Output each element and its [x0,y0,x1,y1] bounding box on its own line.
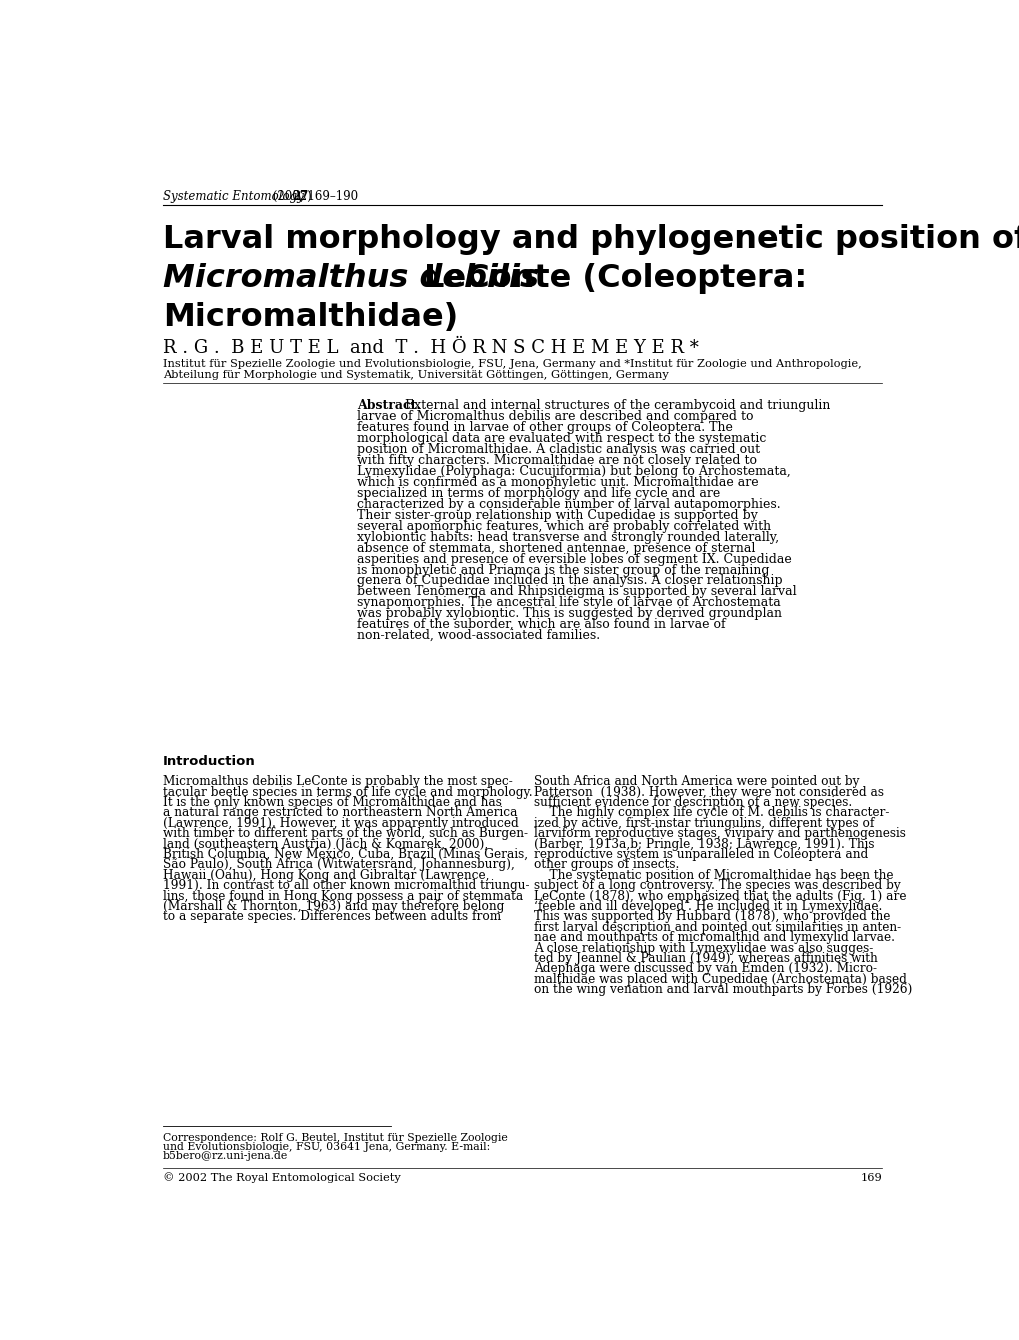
Text: genera of Cupedidae included in the analysis. A closer relationship: genera of Cupedidae included in the anal… [357,575,782,587]
Text: Larval morphology and phylogenetic position of: Larval morphology and phylogenetic posit… [163,224,1019,255]
Text: Hawaii (Oahu), Hong Kong and Gibraltar (Lawrence,: Hawaii (Oahu), Hong Kong and Gibraltar (… [163,868,489,882]
Text: It is the only known species of Micromalthidae and has: It is the only known species of Micromal… [163,796,501,809]
Text: which is confirmed as a monophyletic unit. Micromalthidae are: which is confirmed as a monophyletic uni… [357,476,758,489]
Text: © 2002 The Royal Entomological Society: © 2002 The Royal Entomological Society [163,1172,400,1183]
Text: features of the suborder, which are also found in larvae of: features of the suborder, which are also… [357,618,725,631]
Text: is monophyletic and Priamca is the sister group of the remaining: is monophyletic and Priamca is the siste… [357,564,768,576]
Text: 1991). In contrast to all other known micromalthid triungu-: 1991). In contrast to all other known mi… [163,879,529,892]
Text: land (southeastern Austria) (Jäch & Komarek, 2000),: land (southeastern Austria) (Jäch & Koma… [163,838,488,851]
Text: with timber to different parts of the world, such as Burgen-: with timber to different parts of the wo… [163,827,528,840]
Text: non-related, wood-associated families.: non-related, wood-associated families. [357,628,599,642]
Text: position of Micromalthidae. A cladistic analysis was carried out: position of Micromalthidae. A cladistic … [357,444,759,456]
Text: Micromalthidae): Micromalthidae) [163,303,458,334]
Text: A close relationship with Lymexylidae was also sugges-: A close relationship with Lymexylidae wa… [534,942,872,954]
Text: External and internal structures of the cerambycoid and triungulin: External and internal structures of the … [405,399,829,413]
Text: The systematic position of Micromalthidae has been the: The systematic position of Micromalthida… [534,868,893,882]
Text: larviform reproductive stages, vivipary and parthenogenesis: larviform reproductive stages, vivipary … [534,827,905,840]
Text: with fifty characters. Micromalthidae are not closely related to: with fifty characters. Micromalthidae ar… [357,454,756,468]
Text: Correspondence: Rolf G. Beutel, Institut für Spezielle Zoologie: Correspondence: Rolf G. Beutel, Institut… [163,1134,507,1143]
Text: larvae of Micromalthus debilis are described and compared to: larvae of Micromalthus debilis are descr… [357,410,753,423]
Text: other groups of insects.: other groups of insects. [534,859,679,871]
Text: (Lawrence, 1991). However, it was apparently introduced: (Lawrence, 1991). However, it was appare… [163,817,519,829]
Text: features found in larvae of other groups of Coleoptera. The: features found in larvae of other groups… [357,421,732,434]
Text: morphological data are evaluated with respect to the systematic: morphological data are evaluated with re… [357,433,765,445]
Text: Micromalthus debilis: Micromalthus debilis [163,263,539,295]
Text: ted by Jeannel & Paulian (1949), whereas affinities with: ted by Jeannel & Paulian (1949), whereas… [534,951,877,965]
Text: to a separate species. Differences between adults from: to a separate species. Differences betwe… [163,910,501,923]
Text: reproductive system is unparalleled in Coleoptera and: reproductive system is unparalleled in C… [534,848,868,862]
Text: This was supported by Hubbard (1878), who provided the: This was supported by Hubbard (1878), wh… [534,910,890,923]
Text: Lymexylidae (Polyphaga: Cucujiformia) but belong to Archostemata,: Lymexylidae (Polyphaga: Cucujiformia) bu… [357,465,790,478]
Text: , 169–190: , 169–190 [300,190,358,204]
Text: absence of stemmata, shortened antennae, presence of sternal: absence of stemmata, shortened antennae,… [357,541,754,555]
Text: subject of a long controversy. The species was described by: subject of a long controversy. The speci… [534,879,900,892]
Text: British Columbia, New Mexico, Cuba, Brazil (Minas Gerais,: British Columbia, New Mexico, Cuba, Braz… [163,848,528,862]
Text: 169: 169 [860,1172,881,1183]
Text: xylobiontic habits: head transverse and strongly rounded laterally,: xylobiontic habits: head transverse and … [357,531,779,544]
Text: first larval description and pointed out similarities in anten-: first larval description and pointed out… [534,921,901,934]
Text: ized by active, first-instar triungulins, different types of: ized by active, first-instar triungulins… [534,817,874,829]
Text: between Tenomerga and Rhipsideigma is supported by several larval: between Tenomerga and Rhipsideigma is su… [357,586,796,599]
Text: The highly complex life cycle of M. debilis is character-: The highly complex life cycle of M. debi… [534,807,889,820]
Text: on the wing venation and larval mouthparts by Forbes (1926): on the wing venation and larval mouthpar… [534,984,912,996]
Text: characterized by a considerable number of larval autapomorphies.: characterized by a considerable number o… [357,498,780,511]
Text: sufficient evidence for description of a new species.: sufficient evidence for description of a… [534,796,852,809]
Text: South Africa and North America were pointed out by: South Africa and North America were poin… [534,776,859,788]
Text: R . G .  B E U T E L  and  T .  H Ö R N S C H E M E Y E R *: R . G . B E U T E L and T . H Ö R N S C … [163,339,698,358]
Text: São Paulo), South Africa (Witwatersrand, Johannesburg),: São Paulo), South Africa (Witwatersrand,… [163,859,515,871]
Text: nae and mouthparts of micromalthid and lymexylid larvae.: nae and mouthparts of micromalthid and l… [534,931,895,945]
Text: lins, those found in Hong Kong possess a pair of stemmata: lins, those found in Hong Kong possess a… [163,890,523,903]
Text: b5bero@rz.uni-jena.de: b5bero@rz.uni-jena.de [163,1151,288,1160]
Text: Abteilung für Morphologie und Systematik, Universität Göttingen, Göttingen, Germ: Abteilung für Morphologie und Systematik… [163,370,668,381]
Text: ‘feeble and ill developed’. He included it in Lymexylidae.: ‘feeble and ill developed’. He included … [534,900,881,913]
Text: Abstract.: Abstract. [357,399,420,413]
Text: tacular beetle species in terms of life cycle and morphology.: tacular beetle species in terms of life … [163,785,532,799]
Text: Institut für Spezielle Zoologie und Evolutionsbiologie, FSU, Jena, Germany and *: Institut für Spezielle Zoologie und Evol… [163,359,861,370]
Text: (Barber, 1913a,b; Pringle, 1938; Lawrence, 1991). This: (Barber, 1913a,b; Pringle, 1938; Lawrenc… [534,838,874,851]
Text: Their sister-group relationship with Cupedidae is supported by: Their sister-group relationship with Cup… [357,509,757,521]
Text: synapomorphies. The ancestral life style of larvae of Archostemata: synapomorphies. The ancestral life style… [357,596,780,610]
Text: Introduction: Introduction [163,756,256,768]
Text: Adephaga were discussed by van Emden (1932). Micro-: Adephaga were discussed by van Emden (19… [534,962,876,976]
Text: Systematic Entomology: Systematic Entomology [163,190,304,204]
Text: (Marshall & Thornton, 1963) and may therefore belong: (Marshall & Thornton, 1963) and may ther… [163,900,504,913]
Text: LeConte (1878), who emphasized that the adults (Fig. 1) are: LeConte (1878), who emphasized that the … [534,890,906,903]
Text: Micromalthus debilis LeConte is probably the most spec-: Micromalthus debilis LeConte is probably… [163,776,513,788]
Text: a natural range restricted to northeastern North America: a natural range restricted to northeaste… [163,807,518,820]
Text: (2002): (2002) [269,190,316,204]
Text: 27: 27 [291,190,308,204]
Text: was probably xylobiontic. This is suggested by derived groundplan: was probably xylobiontic. This is sugges… [357,607,782,620]
Text: Patterson  (1938). However, they were not considered as: Patterson (1938). However, they were not… [534,785,883,799]
Text: LeConte (Coleoptera:: LeConte (Coleoptera: [413,263,806,295]
Text: specialized in terms of morphology and life cycle and are: specialized in terms of morphology and l… [357,486,719,500]
Text: und Evolutionsbiologie, FSU, 03641 Jena, Germany. E-mail:: und Evolutionsbiologie, FSU, 03641 Jena,… [163,1142,490,1152]
Text: malthidae was placed with Cupedidae (Archostemata) based: malthidae was placed with Cupedidae (Arc… [534,973,906,986]
Text: asperities and presence of eversible lobes of segment IX. Cupedidae: asperities and presence of eversible lob… [357,552,791,565]
Text: several apomorphic features, which are probably correlated with: several apomorphic features, which are p… [357,520,770,533]
